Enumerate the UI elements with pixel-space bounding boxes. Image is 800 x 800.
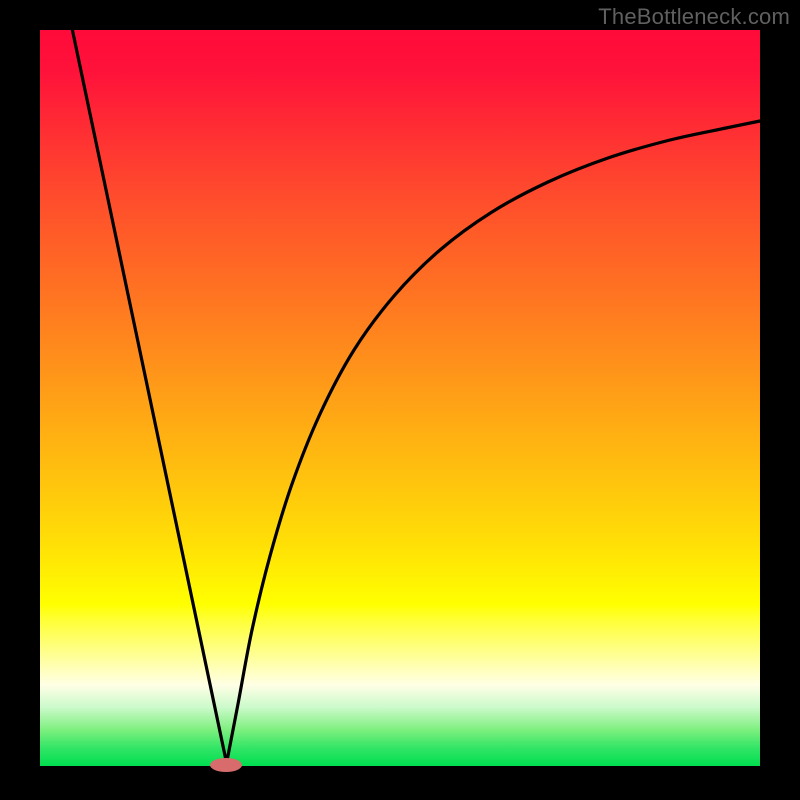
valley-marker [210,758,242,772]
chart-root: TheBottleneck.com [0,0,800,800]
plot-background [40,30,760,766]
chart-svg [0,0,800,800]
watermark-text: TheBottleneck.com [598,4,790,30]
